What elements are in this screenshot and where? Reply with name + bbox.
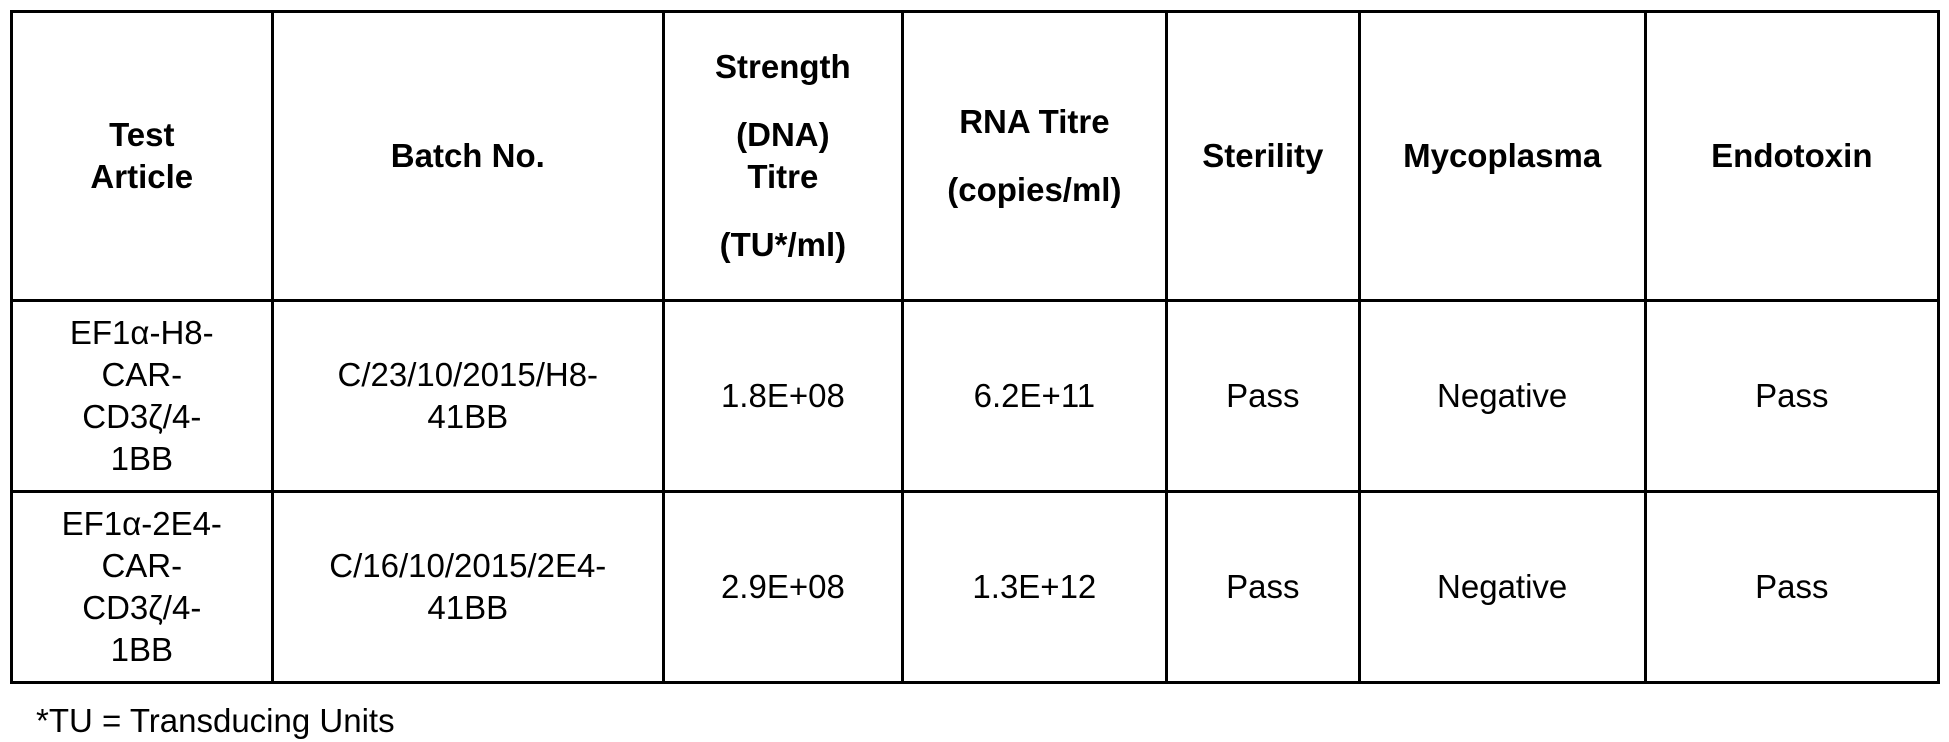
header-line: Strength (671, 46, 895, 88)
header-line: Titre (671, 156, 895, 198)
cell-line: EF1α-2E4- (19, 503, 265, 545)
cell-batch-no: C/16/10/2015/2E4- 41BB (272, 492, 663, 683)
table-body: EF1α-H8- CAR- CD3ζ/4- 1BB C/23/10/2015/H… (12, 301, 1939, 683)
cell-line: CAR- (19, 354, 265, 396)
header-line: (copies/ml) (910, 169, 1159, 211)
cell-strength: 1.8E+08 (664, 301, 903, 492)
cell-endotoxin: Pass (1645, 301, 1938, 492)
column-header-mycoplasma: Mycoplasma (1359, 12, 1645, 301)
header-line: Batch No. (280, 135, 656, 177)
header-line: (DNA) (671, 114, 895, 156)
cell-sterility: Pass (1166, 492, 1359, 683)
header-line: (TU*/ml) (671, 224, 895, 266)
cell-rna-titre: 6.2E+11 (902, 301, 1166, 492)
cell-line: 1BB (19, 438, 265, 480)
cell-mycoplasma: Negative (1359, 492, 1645, 683)
header-line: RNA Titre (910, 101, 1159, 143)
column-header-endotoxin: Endotoxin (1645, 12, 1938, 301)
column-header-sterility: Sterility (1166, 12, 1359, 301)
cell-mycoplasma: Negative (1359, 301, 1645, 492)
cell-endotoxin: Pass (1645, 492, 1938, 683)
table-row: EF1α-H8- CAR- CD3ζ/4- 1BB C/23/10/2015/H… (12, 301, 1939, 492)
cell-batch-no: C/23/10/2015/H8- 41BB (272, 301, 663, 492)
header-line: Article (19, 156, 265, 198)
cell-test-article: EF1α-2E4- CAR- CD3ζ/4- 1BB (12, 492, 273, 683)
release-testing-table: Test Article Batch No. Strength (DNA) Ti… (10, 10, 1940, 684)
cell-line: C/23/10/2015/H8- (280, 354, 656, 396)
table-footnote: *TU = Transducing Units (36, 700, 395, 742)
cell-test-article: EF1α-H8- CAR- CD3ζ/4- 1BB (12, 301, 273, 492)
header-line: Test (19, 114, 265, 156)
cell-line: EF1α-H8- (19, 312, 265, 354)
cell-line: CAR- (19, 545, 265, 587)
cell-line: 41BB (280, 587, 656, 629)
table-header: Test Article Batch No. Strength (DNA) Ti… (12, 12, 1939, 301)
column-header-test-article: Test Article (12, 12, 273, 301)
column-header-strength: Strength (DNA) Titre (TU*/ml) (664, 12, 903, 301)
table-row: EF1α-2E4- CAR- CD3ζ/4- 1BB C/16/10/2015/… (12, 492, 1939, 683)
cell-line: CD3ζ/4- (19, 587, 265, 629)
cell-line: C/16/10/2015/2E4- (280, 545, 656, 587)
header-line: Mycoplasma (1367, 135, 1638, 177)
cell-line: 1BB (19, 629, 265, 671)
cell-rna-titre: 1.3E+12 (902, 492, 1166, 683)
header-line: Sterility (1174, 135, 1352, 177)
document-page: Test Article Batch No. Strength (DNA) Ti… (0, 0, 1949, 712)
cell-strength: 2.9E+08 (664, 492, 903, 683)
header-row: Test Article Batch No. Strength (DNA) Ti… (12, 12, 1939, 301)
column-header-rna-titre: RNA Titre (copies/ml) (902, 12, 1166, 301)
column-header-batch-no: Batch No. (272, 12, 663, 301)
header-line: Endotoxin (1653, 135, 1931, 177)
cell-sterility: Pass (1166, 301, 1359, 492)
cell-line: CD3ζ/4- (19, 396, 265, 438)
cell-line: 41BB (280, 396, 656, 438)
